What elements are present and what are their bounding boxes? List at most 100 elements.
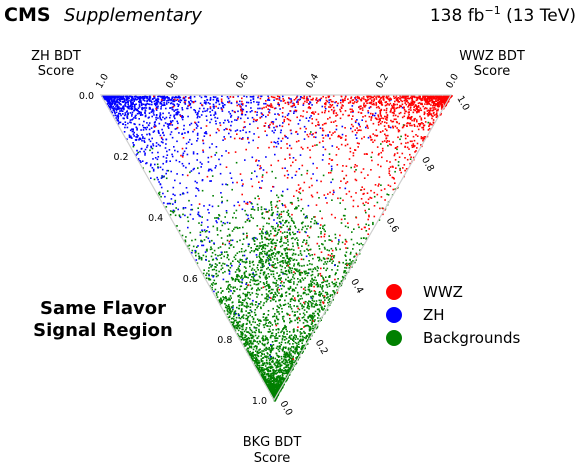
scatter-point-wwz <box>219 124 222 127</box>
scatter-point-zh <box>197 121 200 123</box>
scatter-point-zh <box>173 115 175 118</box>
scatter-point-wwz <box>249 201 251 203</box>
scatter-point-zh <box>268 125 270 127</box>
scatter-point-zh <box>118 102 121 104</box>
scatter-point-backgrounds <box>291 358 293 360</box>
scatter-point-zh <box>182 165 185 167</box>
scatter-point-backgrounds <box>278 387 280 389</box>
scatter-point-backgrounds <box>257 355 260 358</box>
scatter-point-wwz <box>339 108 341 111</box>
scatter-point-zh <box>166 96 169 98</box>
scatter-point-zh <box>158 122 161 125</box>
scatter-point-wwz <box>394 103 396 106</box>
scatter-point-backgrounds <box>215 269 218 272</box>
scatter-point-zh <box>208 146 211 149</box>
scatter-point-backgrounds <box>264 363 266 365</box>
scatter-point-backgrounds <box>281 330 283 332</box>
scatter-point-zh <box>159 144 161 147</box>
scatter-point-wwz <box>352 115 354 117</box>
scatter-point-wwz <box>370 119 372 121</box>
scatter-point-zh <box>389 126 392 129</box>
scatter-point-zh <box>133 104 136 106</box>
scatter-point-wwz <box>378 96 381 98</box>
scatter-point-wwz <box>321 127 324 130</box>
scatter-point-zh <box>172 209 175 212</box>
scatter-point-backgrounds <box>304 303 306 305</box>
scatter-point-zh <box>195 123 198 126</box>
scatter-point-wwz <box>364 209 366 212</box>
scatter-point-zh <box>161 128 163 131</box>
scatter-point-zh <box>167 124 170 126</box>
scatter-point-zh <box>171 106 174 109</box>
scatter-point-zh <box>111 95 114 98</box>
scatter-point-wwz <box>418 111 420 113</box>
scatter-point-zh <box>171 108 174 111</box>
scatter-point-backgrounds <box>310 315 312 318</box>
scatter-point-backgrounds <box>397 164 400 167</box>
scatter-point-backgrounds <box>245 327 248 329</box>
scatter-point-backgrounds <box>284 369 287 371</box>
scatter-point-zh <box>180 99 183 102</box>
scatter-point-zh <box>113 111 116 113</box>
scatter-point-backgrounds <box>241 310 243 313</box>
scatter-point-zh <box>367 111 370 114</box>
scatter-point-backgrounds <box>250 288 253 290</box>
scatter-point-backgrounds <box>261 232 263 234</box>
scatter-point-wwz <box>412 103 415 106</box>
scatter-point-backgrounds <box>300 174 303 176</box>
scatter-point-backgrounds <box>345 272 347 274</box>
scatter-point-backgrounds <box>256 341 258 343</box>
scatter-point-backgrounds <box>291 361 294 363</box>
scatter-point-zh <box>276 213 279 216</box>
scatter-point-zh <box>118 95 121 98</box>
scatter-point-backgrounds <box>278 369 280 372</box>
scatter-point-zh <box>105 95 107 98</box>
scatter-point-zh <box>212 96 215 98</box>
scatter-point-wwz <box>404 133 407 136</box>
scatter-point-wwz <box>271 265 274 268</box>
scatter-point-backgrounds <box>205 277 208 279</box>
scatter-point-wwz <box>360 228 363 230</box>
scatter-point-wwz <box>269 105 272 107</box>
scatter-point-backgrounds <box>280 381 283 383</box>
scatter-point-backgrounds <box>236 327 238 330</box>
scatter-point-wwz <box>289 157 291 159</box>
scatter-point-backgrounds <box>287 369 289 371</box>
scatter-point-zh <box>122 95 125 97</box>
scatter-point-wwz <box>380 151 382 154</box>
scatter-point-backgrounds <box>277 392 280 395</box>
scatter-point-wwz <box>369 135 371 137</box>
scatter-point-backgrounds <box>297 321 299 324</box>
scatter-point-wwz <box>306 96 308 98</box>
scatter-point-wwz <box>411 119 413 122</box>
scatter-point-wwz <box>343 177 345 180</box>
scatter-point-backgrounds <box>265 355 267 357</box>
scatter-point-backgrounds <box>274 357 277 360</box>
scatter-point-backgrounds <box>276 391 278 393</box>
scatter-point-wwz <box>351 118 353 120</box>
scatter-point-wwz <box>424 107 427 109</box>
scatter-point-wwz <box>371 99 373 101</box>
scatter-point-backgrounds <box>340 284 343 287</box>
scatter-point-backgrounds <box>228 315 231 318</box>
scatter-point-zh <box>185 147 188 150</box>
scatter-point-backgrounds <box>316 283 319 285</box>
scatter-point-zh <box>373 114 376 117</box>
scatter-point-wwz <box>368 215 370 218</box>
scatter-point-wwz <box>303 301 305 304</box>
scatter-point-backgrounds <box>327 296 329 298</box>
scatter-point-wwz <box>323 235 326 238</box>
scatter-point-zh <box>198 110 200 113</box>
scatter-point-wwz <box>284 206 287 208</box>
scatter-point-wwz <box>413 109 415 111</box>
scatter-point-zh <box>163 101 165 104</box>
scatter-point-zh <box>183 97 186 100</box>
scatter-point-wwz <box>342 199 344 202</box>
scatter-point-zh <box>176 112 178 114</box>
scatter-point-zh <box>136 112 139 115</box>
scatter-point-wwz <box>386 114 389 116</box>
scatter-point-zh <box>303 138 306 140</box>
scatter-point-backgrounds <box>277 382 280 384</box>
scatter-point-backgrounds <box>259 372 261 374</box>
scatter-point-zh <box>212 276 215 278</box>
